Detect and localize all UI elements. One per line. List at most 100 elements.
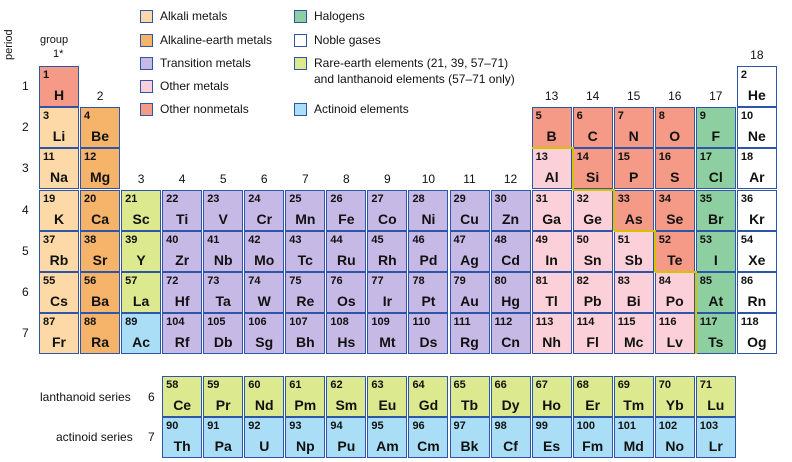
element-cell-be: 4 Be — [80, 107, 121, 149]
period-label: 1 — [22, 79, 29, 93]
element-cell-ag: 47 Ag — [449, 230, 490, 272]
atomic-number: 73 — [207, 275, 220, 287]
element-symbol: Rf — [174, 334, 190, 351]
element-cell-kr: 36 Kr — [736, 189, 777, 231]
atomic-number: 78 — [412, 275, 425, 287]
element-symbol: Eu — [378, 397, 397, 413]
element-cell-ge: 32 Ge — [572, 189, 613, 231]
element-cell-ca: 20 Ca — [80, 189, 121, 231]
period-label: 6 — [22, 285, 29, 299]
element-cell-te: 52 Te — [654, 230, 695, 272]
atomic-number: 65 — [453, 379, 466, 391]
element-cell-sb: 51 Sb — [613, 230, 654, 272]
atomic-number: 2 — [740, 69, 747, 81]
atomic-number: 68 — [576, 379, 589, 391]
group-label: 7 — [301, 171, 309, 186]
legend-swatch-other-nonmetal — [140, 103, 153, 116]
element-cell-ga: 31 Ga — [531, 189, 572, 231]
atomic-number: 10 — [740, 110, 754, 123]
element-symbol: Pb — [583, 293, 602, 309]
element-symbol: Lv — [666, 334, 683, 351]
element-symbol: Bh — [295, 334, 315, 351]
period-label: 3 — [22, 161, 29, 176]
element-cell-sc: 21 Sc — [121, 189, 162, 231]
element-symbol: Ti — [176, 210, 189, 227]
group-label: 12 — [503, 171, 518, 186]
element-symbol: Np — [295, 438, 315, 454]
element-cell-ho: 67 Ho — [531, 376, 572, 417]
atomic-number: 100 — [576, 420, 595, 432]
element-symbol: Fe — [338, 210, 355, 227]
atomic-number: 45 — [371, 233, 384, 246]
element-symbol: Ds — [419, 334, 438, 351]
element-cell-mg: 12 Mg — [80, 148, 121, 190]
period-label: 2 — [22, 120, 29, 135]
element-symbol: Fr — [52, 334, 66, 351]
element-cell-sg: 106 Sg — [244, 313, 285, 355]
element-cell-lu: 71 Lu — [695, 376, 736, 417]
group-label: 8 — [343, 171, 350, 186]
element-symbol: Dy — [501, 397, 520, 413]
element-symbol: F — [711, 128, 721, 145]
element-symbol: Na — [50, 169, 68, 186]
atomic-number: 76 — [330, 275, 343, 287]
atomic-number: 61 — [289, 379, 302, 391]
atomic-number: 85 — [699, 275, 713, 287]
element-cell-ir: 77 Ir — [367, 272, 408, 313]
atomic-number: 116 — [658, 316, 677, 329]
element-cell-am: 95 Am — [367, 417, 408, 458]
element-symbol: Cr — [256, 210, 273, 227]
element-cell-at: 85 At — [695, 272, 736, 313]
atomic-number: 90 — [166, 420, 179, 432]
element-cell-ts: 117 Ts — [695, 313, 736, 355]
element-symbol: Og — [747, 334, 767, 351]
element-symbol: Pt — [421, 293, 436, 309]
atomic-number: 29 — [453, 192, 466, 205]
element-cell-y: 39 Y — [121, 230, 162, 272]
element-symbol: Kr — [749, 210, 765, 227]
element-cell-fm: 100 Fm — [572, 417, 613, 458]
atomic-number: 103 — [699, 420, 719, 432]
atomic-number: 32 — [576, 192, 589, 205]
element-cell-md: 101 Md — [613, 417, 654, 458]
element-cell-zn: 30 Zn — [490, 189, 531, 231]
legend-label-line2: and lanthanoid elements (57–71 only) — [314, 72, 515, 86]
atomic-number: 62 — [330, 379, 343, 391]
element-cell-nd: 60 Nd — [244, 376, 285, 417]
atomic-number: 44 — [330, 233, 343, 246]
element-symbol: Sg — [255, 334, 274, 351]
element-cell-ba: 56 Ba — [80, 272, 121, 313]
atomic-number: 106 — [248, 316, 267, 329]
element-cell-k: 19 K — [39, 189, 79, 231]
atomic-number: 57 — [125, 275, 138, 287]
element-cell-es: 99 Es — [531, 417, 572, 458]
atomic-number: 49 — [535, 233, 548, 246]
element-cell-si: 14 Si — [572, 148, 613, 190]
atomic-number: 94 — [330, 420, 343, 432]
element-cell-tl: 81 Tl — [531, 272, 572, 313]
element-symbol: Am — [376, 438, 399, 454]
element-symbol: Cn — [501, 334, 520, 351]
atomic-number: 50 — [576, 233, 589, 246]
atomic-number: 75 — [289, 275, 302, 287]
legend-label: Other metals — [160, 79, 229, 93]
atomic-number: 35 — [699, 192, 713, 205]
element-symbol: Sb — [624, 251, 643, 268]
element-symbol: Mt — [379, 334, 396, 351]
element-cell-cn: 112 Cn — [490, 313, 531, 355]
atomic-number: 99 — [535, 420, 548, 432]
element-symbol: Ra — [91, 334, 109, 351]
element-cell-cf: 98 Cf — [490, 417, 531, 458]
element-cell-cm: 96 Cm — [408, 417, 449, 458]
element-cell-cd: 48 Cd — [490, 230, 531, 272]
atomic-number: 51 — [617, 233, 630, 246]
atomic-number: 89 — [125, 316, 138, 329]
lanthanoid-series-period: 6 — [148, 390, 155, 404]
atomic-number: 111 — [453, 316, 471, 329]
stair-segment — [694, 271, 697, 355]
element-cell-lr: 103 Lr — [695, 417, 736, 458]
atomic-number: 60 — [248, 379, 261, 391]
atomic-number: 16 — [658, 151, 671, 164]
